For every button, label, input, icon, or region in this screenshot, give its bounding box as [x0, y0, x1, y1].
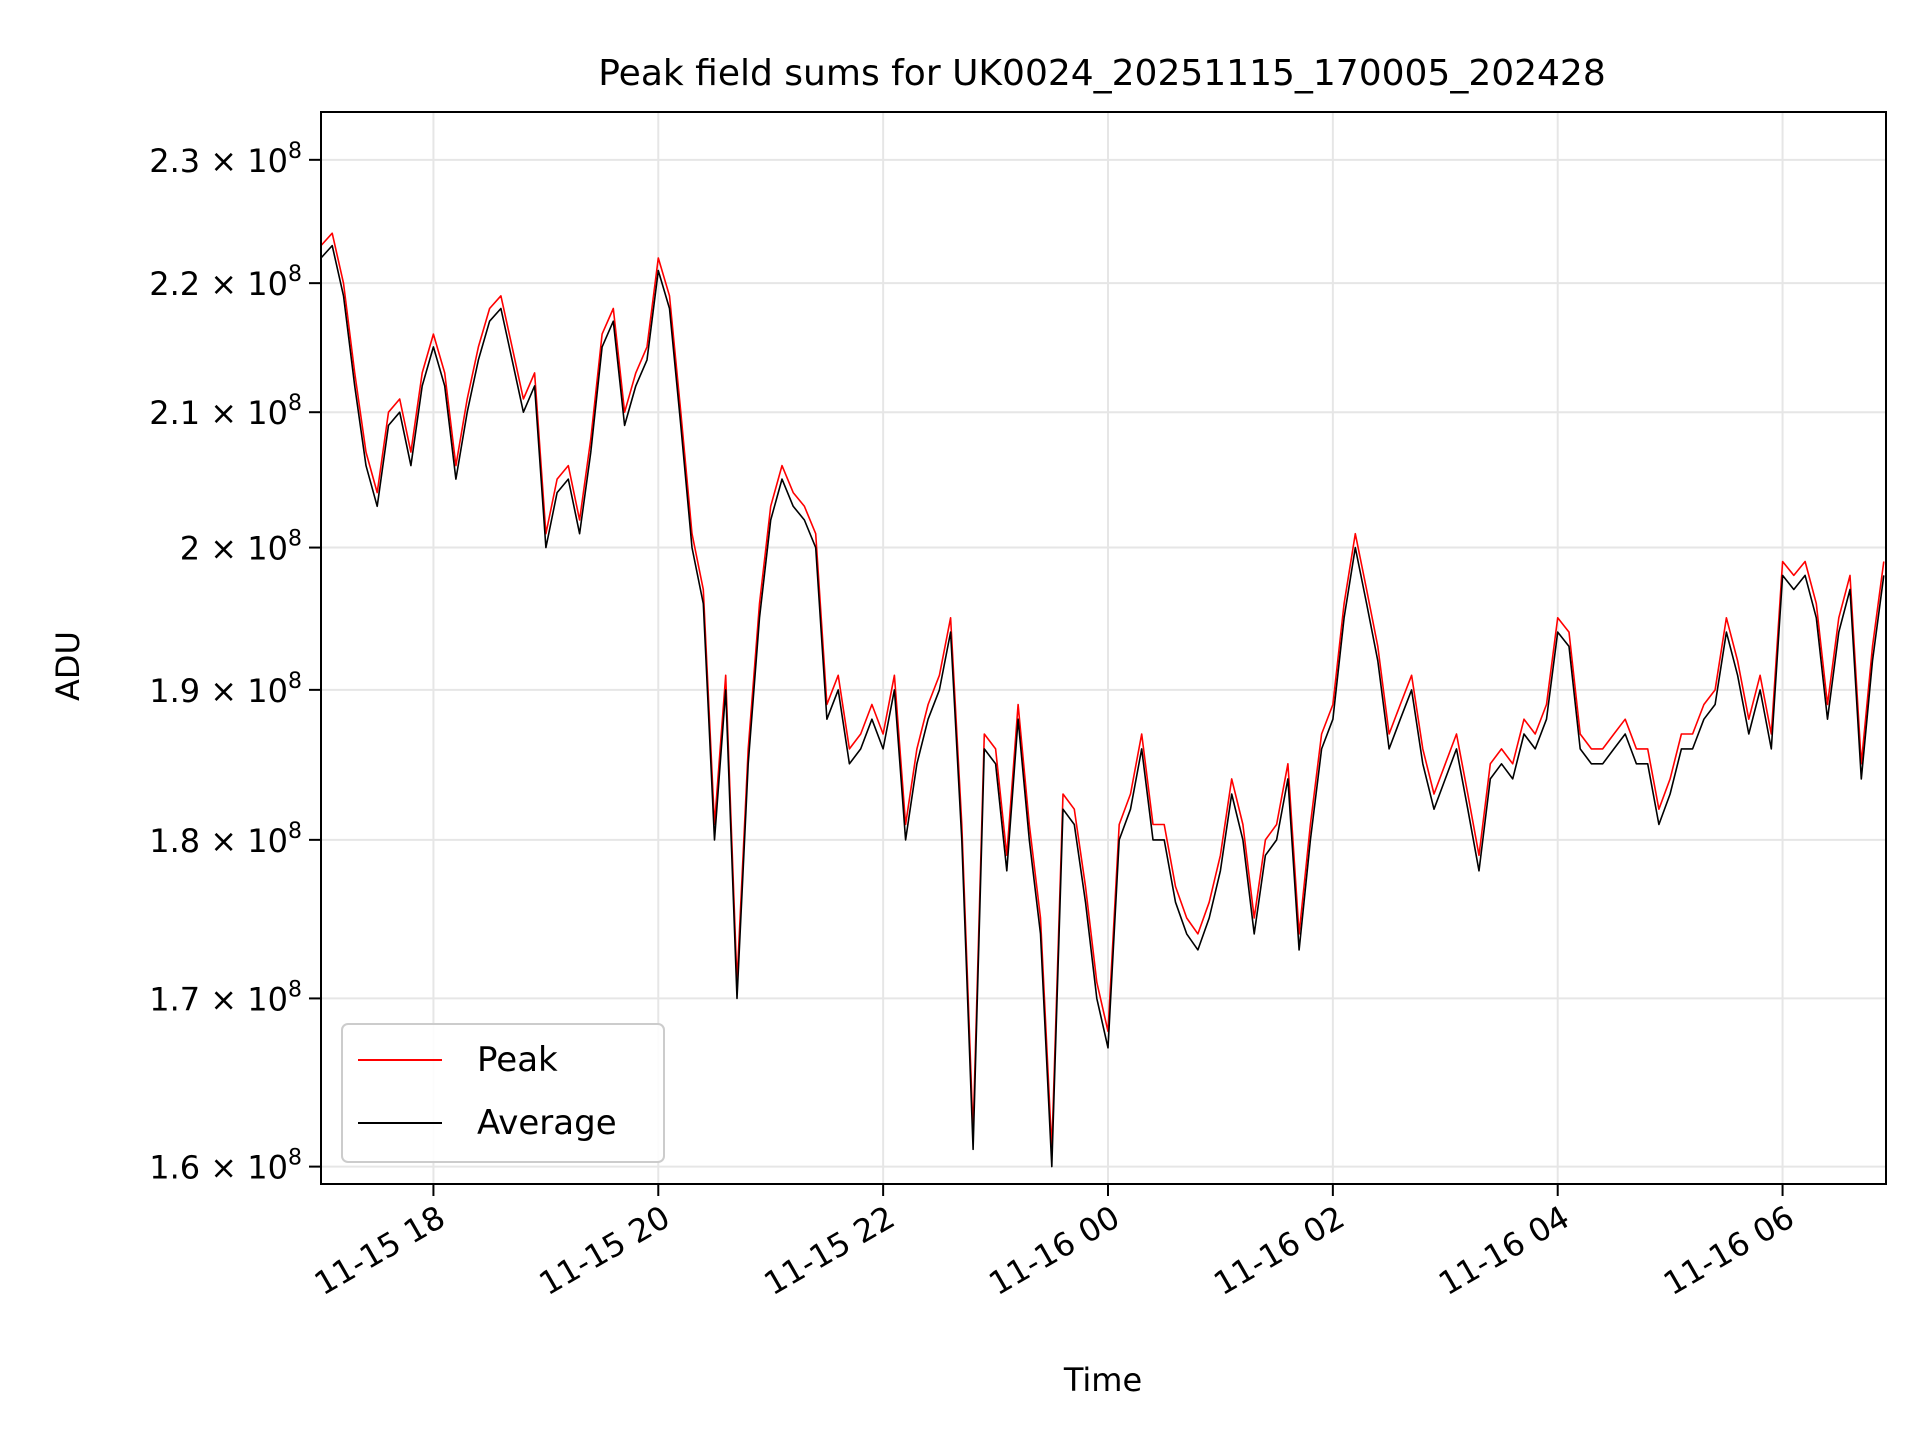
legend-peak-label: Peak: [477, 1040, 558, 1080]
series-layer: [320, 232, 1885, 1168]
chart-title: Peak field sums for UK0024_20251115_1700…: [598, 53, 1606, 94]
x-axis-label: Time: [1063, 1361, 1142, 1399]
legend-frame: [341, 1023, 665, 1163]
y-tick-label: 1.9 × 108: [149, 669, 302, 710]
y-tick-label: 2.3 × 108: [149, 139, 302, 180]
series-average-line: [320, 244, 1885, 1168]
y-tick-label: 2 × 108: [180, 527, 302, 568]
y-axis-label: ADU: [49, 631, 87, 701]
y-tick-label: 2.1 × 108: [149, 391, 302, 432]
y-tick-label: 1.8 × 108: [149, 819, 302, 860]
plot-frame: [320, 111, 1887, 1185]
legend-average-label: Average: [477, 1103, 617, 1143]
y-tick-label: 1.7 × 108: [149, 977, 302, 1018]
y-tick-label: 1.6 × 108: [149, 1146, 302, 1187]
legend: Peak Average: [341, 1023, 665, 1163]
grid: [321, 112, 1886, 1184]
series-peak-line: [320, 232, 1885, 1151]
y-axis-ticks: 1.6 × 108 1.7 × 108 1.8 × 108 1.9 × 108 2 × …: [149, 139, 321, 1187]
y-tick-label: 2.2 × 108: [149, 262, 302, 303]
